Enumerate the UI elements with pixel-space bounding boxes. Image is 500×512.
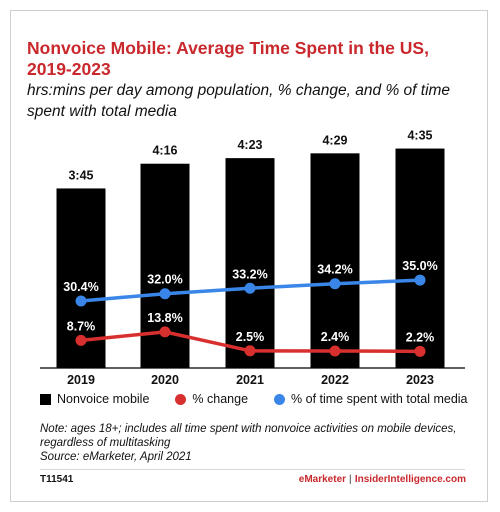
point-change-2021 [244,345,256,357]
point-share-2023 [414,274,426,286]
footer-divider [40,469,465,470]
bar-label-2022: 4:29 [322,133,347,147]
legend-item-nonvoice: Nonvoice mobile [40,392,149,406]
point-change-2020 [159,326,171,338]
brand-separator: | [349,474,352,485]
legend-swatch-nonvoice [40,393,51,405]
label-share-2019: 30.4% [63,280,98,294]
x-tick-label-2021: 2021 [236,373,264,387]
x-tick-label-2022: 2022 [321,373,349,387]
bar-label-2023: 4:35 [407,129,432,143]
brand-emarketer[interactable]: eMarketer [298,474,347,485]
label-share-2021: 33.2% [232,267,267,281]
point-share-2021 [244,282,256,294]
label-change-2020: 13.8% [147,311,182,325]
chart-subtitle: hrs:mins per day among population, % cha… [27,82,451,120]
legend-item-share: % of time spent with total media [274,392,468,406]
point-share-2022 [329,278,341,290]
legend-swatch-change [175,393,187,405]
point-change-2019 [75,334,87,346]
chart-note: Note: ages 18+; includes all time spent … [40,422,470,464]
legend-label-share: % of time spent with total media [291,392,468,406]
source-text: Source: eMarketer, April 2021 [40,451,192,463]
bar-label-2021: 4:23 [237,138,262,152]
label-share-2023: 35.0% [402,259,437,273]
bar-label-2020: 4:16 [152,144,177,158]
x-tick-label-2020: 2020 [151,373,179,387]
chart-title: Nonvoice Mobile: Average Time Spent in t… [27,38,429,79]
chart-id: T11541 [40,474,74,485]
label-share-2022: 34.2% [317,263,352,277]
note-text: Note: ages 18+; includes all time spent … [40,423,457,449]
bar-label-2019: 3:45 [68,168,93,182]
bar-2023 [395,148,445,368]
label-change-2022: 2.4% [321,330,350,344]
bar-2021 [225,158,275,368]
point-change-2023 [414,345,426,357]
point-share-2019 [75,295,87,307]
label-change-2021: 2.5% [236,330,265,344]
brand-insider[interactable]: InsiderIntelligence.com [354,474,466,485]
legend-label-nonvoice: Nonvoice mobile [57,392,150,406]
chart-plot: 3:45 4:16 4:23 4:29 4:35 2019 2020 2021 2022 2023… [40,129,465,387]
point-change-2022 [329,345,341,357]
label-change-2019: 8.7% [67,319,96,333]
legend-item-change: % change [175,392,248,406]
x-tick-label-2019: 2019 [67,373,95,387]
x-tick-label-2023: 2023 [406,373,434,387]
label-share-2020: 32.0% [147,273,182,287]
legend-label-change: % change [192,392,249,406]
footer-brand: eMarketer | InsiderIntelligence.com [299,474,466,485]
label-change-2023: 2.2% [406,330,435,344]
bar-2022 [310,153,360,368]
legend-swatch-share [274,393,286,405]
point-share-2020 [159,288,171,300]
chart-legend: Nonvoice mobile % change % of time spent… [40,391,494,407]
